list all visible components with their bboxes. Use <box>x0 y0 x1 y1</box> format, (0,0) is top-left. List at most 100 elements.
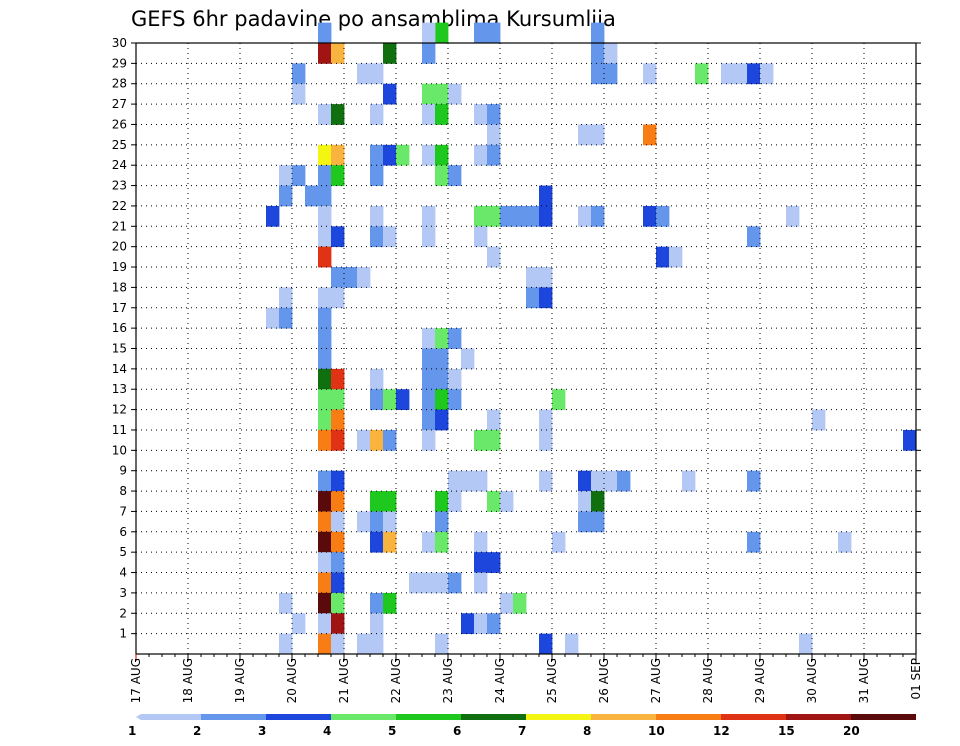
heatmap-cell <box>448 83 462 105</box>
heatmap-cell <box>318 348 332 370</box>
y-tick-label: 22 <box>112 199 127 213</box>
x-tick-label: 22 AUG <box>389 658 403 703</box>
heatmap-cell <box>591 205 605 227</box>
heatmap-cell <box>331 572 345 594</box>
colorbar-swatch <box>591 714 656 720</box>
heatmap-cell <box>448 165 462 186</box>
heatmap-cell <box>487 124 501 146</box>
heatmap-cell <box>435 368 449 390</box>
heatmap-cell <box>318 144 332 166</box>
heatmap-cell <box>383 491 397 512</box>
heatmap-cell <box>604 470 618 492</box>
heatmap-cell <box>331 267 345 288</box>
x-tick-label: 26 AUG <box>597 658 611 703</box>
heatmap-cell <box>318 429 332 451</box>
heatmap-cell <box>331 552 345 573</box>
heatmap-cell <box>292 165 306 186</box>
heatmap-cells <box>266 22 917 655</box>
heatmap-cell <box>682 470 696 492</box>
heatmap-cell <box>578 470 592 492</box>
heatmap-cell <box>318 613 332 635</box>
heatmap-cell <box>838 531 852 553</box>
heatmap-cell <box>331 104 345 125</box>
y-tick-label: 11 <box>112 423 127 437</box>
heatmap-cell <box>487 205 501 227</box>
heatmap-cell <box>357 429 371 451</box>
heatmap-cell <box>370 368 384 390</box>
heatmap-cell <box>331 226 345 248</box>
heatmap-cell <box>279 307 293 329</box>
x-tick-label: 30 AUG <box>805 658 819 703</box>
heatmap-cell <box>422 389 436 410</box>
colorbar-label: 7 <box>518 724 526 738</box>
heatmap-cell <box>292 613 306 635</box>
heatmap-cell <box>461 348 475 370</box>
heatmap-cell <box>383 531 397 553</box>
colorbar-swatch <box>656 714 721 720</box>
heatmap-cell <box>435 22 449 44</box>
y-tick-label: 2 <box>119 606 127 620</box>
heatmap-cell <box>266 205 280 227</box>
heatmap-cell <box>292 83 306 105</box>
heatmap-cell <box>591 43 605 64</box>
heatmap-cell <box>461 470 475 492</box>
heatmap-cell <box>435 83 449 105</box>
x-tick-label: 25 AUG <box>545 658 559 703</box>
heatmap-cell <box>331 633 345 655</box>
colorbar-swatch <box>851 714 916 720</box>
heatmap-cell <box>435 511 449 533</box>
heatmap-cell <box>474 572 488 594</box>
heatmap-cell <box>383 389 397 410</box>
heatmap-cell <box>565 633 579 655</box>
colorbar-swatch <box>721 714 786 720</box>
heatmap-cell <box>370 389 384 410</box>
heatmap-cell <box>422 368 436 390</box>
y-tick-label: 4 <box>119 566 127 580</box>
heatmap-cell <box>578 205 592 227</box>
heatmap-cell <box>539 185 553 207</box>
y-tick-label: 29 <box>112 56 127 70</box>
heatmap-cell <box>526 267 540 288</box>
y-tick-label: 25 <box>112 138 127 152</box>
heatmap-cell <box>435 491 449 512</box>
heatmap-cell <box>435 409 449 431</box>
heatmap-cell <box>318 43 332 64</box>
heatmap-cell <box>370 205 384 227</box>
heatmap-cell <box>383 511 397 533</box>
heatmap-cell <box>487 409 501 431</box>
y-tick-label: 7 <box>119 504 127 518</box>
heatmap-cell <box>591 63 605 85</box>
x-tick-label: 24 AUG <box>493 658 507 703</box>
colorbar-swatch <box>266 714 331 720</box>
heatmap-cell <box>318 389 332 410</box>
x-tick-label: 18 AUG <box>181 658 195 703</box>
heatmap-cell <box>500 592 514 614</box>
heatmap-cell <box>383 144 397 166</box>
heatmap-cell <box>422 43 436 64</box>
heatmap-cell <box>357 633 371 655</box>
heatmap-cell <box>422 22 436 44</box>
heatmap-cell <box>435 389 449 410</box>
x-tick-label: 01 SEP <box>909 658 923 700</box>
y-tick-label: 30 <box>112 36 127 50</box>
colorbar-label: 12 <box>713 724 730 738</box>
heatmap-cell <box>448 572 462 594</box>
colorbar-label: 20 <box>843 724 860 738</box>
heatmap-cell <box>591 470 605 492</box>
heatmap-cell <box>474 104 488 125</box>
y-tick-label: 12 <box>112 403 127 417</box>
x-tick-label: 29 AUG <box>753 658 767 703</box>
heatmap-cell <box>370 165 384 186</box>
x-tick-label: 31 AUG <box>857 658 871 703</box>
heatmap-cell <box>656 205 670 227</box>
heatmap-cell <box>539 429 553 451</box>
heatmap-cell <box>357 63 371 85</box>
heatmap-cell <box>721 63 735 85</box>
heatmap-cell <box>370 511 384 533</box>
heatmap-cell <box>526 287 540 309</box>
y-tick-label: 18 <box>112 280 127 294</box>
heatmap-cell <box>812 409 826 431</box>
heatmap-cell <box>747 470 761 492</box>
heatmap-cell <box>370 429 384 451</box>
